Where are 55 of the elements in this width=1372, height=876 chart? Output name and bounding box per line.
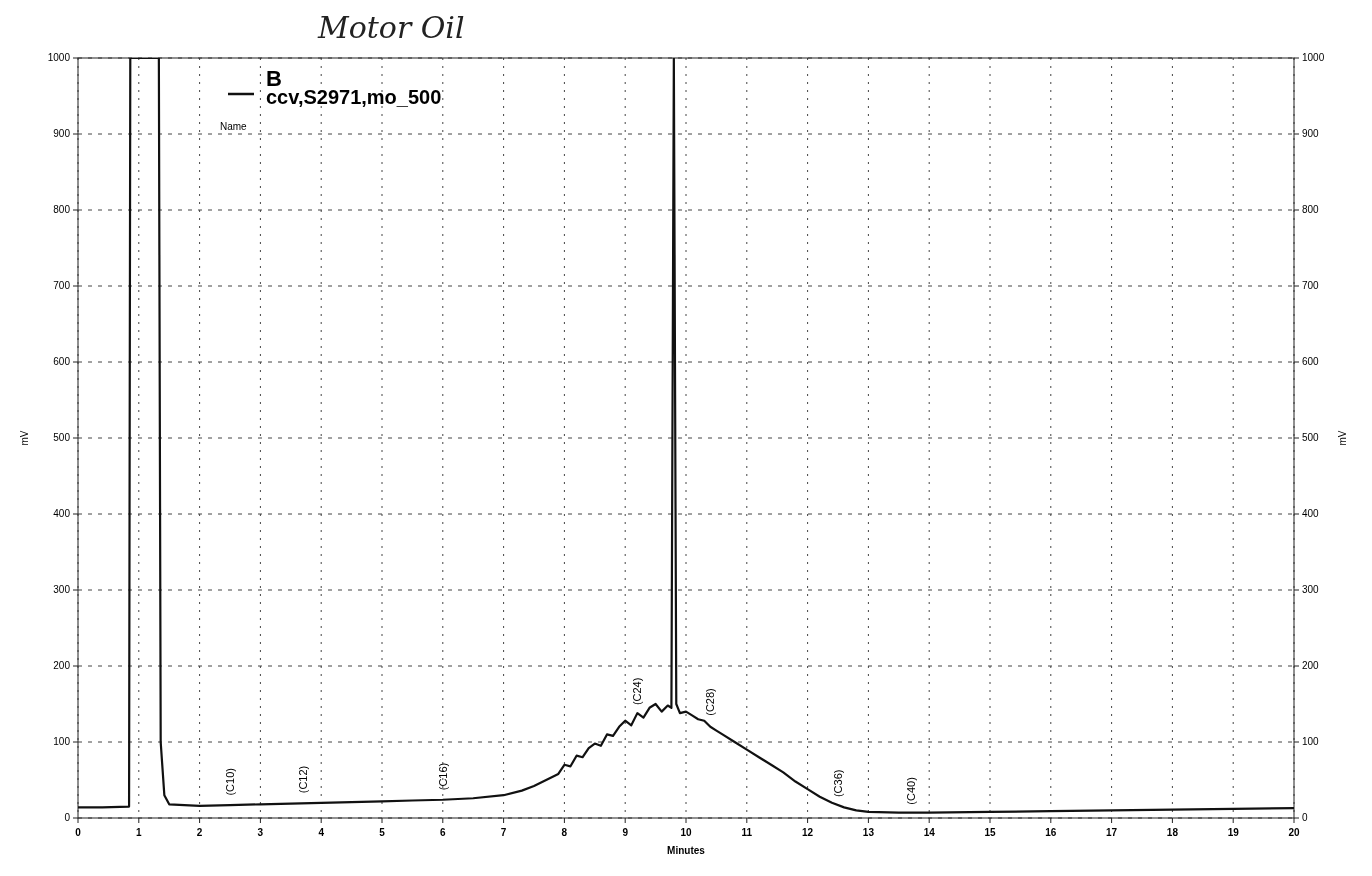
annotation: (C24) — [631, 677, 644, 706]
y-tick-label: 400 — [53, 508, 71, 520]
y2-tick-label: 400 — [1302, 508, 1320, 520]
annotation: (C28) — [704, 688, 717, 716]
x-axis-title: Minutes — [667, 845, 706, 856]
x-tick-label: 6 — [440, 827, 447, 838]
x-tick-label: 8 — [561, 827, 568, 838]
annotation: (C12) — [296, 765, 309, 794]
y-tick-label: 300 — [53, 584, 71, 596]
y2-tick-label: 900 — [1302, 128, 1320, 140]
x-tick-label: 10 — [680, 827, 692, 838]
x-tick-label: 3 — [257, 827, 264, 838]
y2-tick-label: 300 — [1302, 584, 1320, 596]
x-tick-label: 18 — [1166, 827, 1179, 838]
y2-tick-label: 1000 — [1302, 52, 1325, 64]
x-tick-label: 7 — [500, 827, 507, 838]
x-tick-label: 5 — [379, 827, 386, 838]
annotation: (C16) — [436, 762, 449, 791]
y-tick-label: 500 — [53, 432, 71, 444]
annotation: (C36) — [832, 769, 844, 798]
y2-tick-label: 100 — [1302, 736, 1320, 748]
x-tick-label: 11 — [741, 827, 753, 838]
y-tick-label: 200 — [53, 660, 71, 672]
y-tick-label: 100 — [53, 736, 71, 748]
x-tick-label: 15 — [984, 827, 996, 838]
x-tick-label: 14 — [923, 827, 936, 838]
y-tick-label: 1000 — [47, 52, 71, 64]
x-tick-label: 12 — [802, 827, 814, 838]
y2-tick-label: 0 — [1302, 812, 1308, 824]
annotation: (C10) — [224, 768, 236, 796]
y2-tick-label: 500 — [1302, 432, 1320, 444]
y-tick-label: 900 — [53, 128, 71, 140]
y2-tick-label: 800 — [1302, 204, 1320, 216]
annotation: (C40) — [904, 777, 917, 805]
y2-axis-title: mV — [1337, 430, 1348, 446]
chart-title: Motor Oil — [317, 10, 465, 45]
y-tick-label: 700 — [53, 280, 71, 292]
y2-tick-label: 600 — [1302, 356, 1320, 368]
y-tick-label: 0 — [64, 812, 71, 824]
x-tick-label: 1 — [136, 827, 143, 838]
x-tick-label: 19 — [1227, 827, 1240, 838]
x-tick-label: 9 — [622, 827, 629, 838]
x-tick-label: 17 — [1106, 827, 1118, 838]
y2-tick-label: 200 — [1302, 660, 1320, 672]
y2-tick-label: 700 — [1302, 280, 1320, 292]
annotation: Name — [220, 121, 248, 132]
x-tick-label: 0 — [75, 827, 82, 838]
y-tick-label: 800 — [53, 204, 71, 216]
x-tick-label: 4 — [318, 827, 325, 838]
y-axis-title: mV — [19, 430, 30, 446]
x-tick-label: 2 — [196, 827, 203, 838]
x-tick-label: 16 — [1045, 827, 1057, 838]
x-tick-label: 20 — [1288, 827, 1300, 838]
x-tick-label: 13 — [862, 827, 875, 838]
y-tick-label: 600 — [53, 356, 71, 368]
